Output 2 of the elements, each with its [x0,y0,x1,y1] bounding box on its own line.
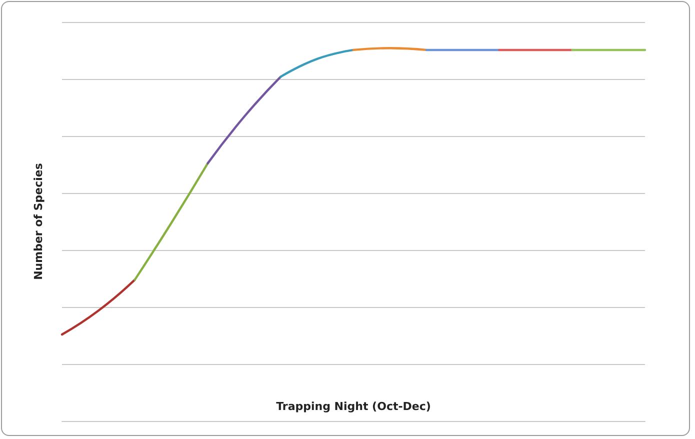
y-axis-title: Number of Species [32,162,45,280]
x-axis-title: Trapping Night (Oct-Dec) [276,400,431,413]
